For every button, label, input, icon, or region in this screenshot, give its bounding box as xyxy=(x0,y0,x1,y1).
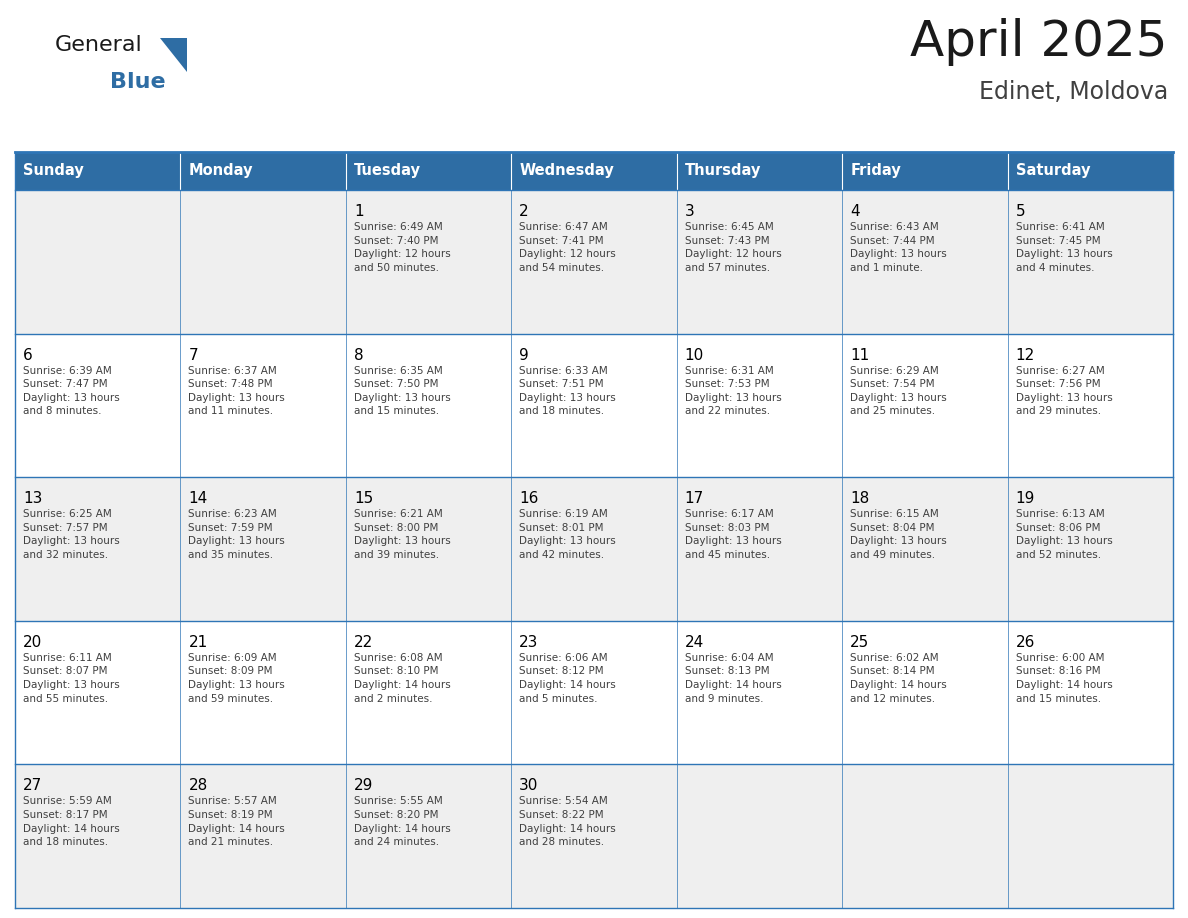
Text: 7: 7 xyxy=(189,348,198,363)
Text: Sunrise: 6:19 AM
Sunset: 8:01 PM
Daylight: 13 hours
and 42 minutes.: Sunrise: 6:19 AM Sunset: 8:01 PM Dayligh… xyxy=(519,509,617,560)
Text: Sunrise: 6:13 AM
Sunset: 8:06 PM
Daylight: 13 hours
and 52 minutes.: Sunrise: 6:13 AM Sunset: 8:06 PM Dayligh… xyxy=(1016,509,1112,560)
Bar xyxy=(181,152,346,190)
Text: Sunrise: 6:35 AM
Sunset: 7:50 PM
Daylight: 13 hours
and 15 minutes.: Sunrise: 6:35 AM Sunset: 7:50 PM Dayligh… xyxy=(354,365,450,417)
Text: 23: 23 xyxy=(519,635,538,650)
Text: Sunrise: 6:09 AM
Sunset: 8:09 PM
Daylight: 13 hours
and 59 minutes.: Sunrise: 6:09 AM Sunset: 8:09 PM Dayligh… xyxy=(189,653,285,703)
Text: Sunrise: 5:59 AM
Sunset: 8:17 PM
Daylight: 14 hours
and 18 minutes.: Sunrise: 5:59 AM Sunset: 8:17 PM Dayligh… xyxy=(23,797,120,847)
Text: Sunrise: 6:04 AM
Sunset: 8:13 PM
Daylight: 14 hours
and 9 minutes.: Sunrise: 6:04 AM Sunset: 8:13 PM Dayligh… xyxy=(684,653,782,703)
Text: Sunrise: 6:25 AM
Sunset: 7:57 PM
Daylight: 13 hours
and 32 minutes.: Sunrise: 6:25 AM Sunset: 7:57 PM Dayligh… xyxy=(23,509,120,560)
Text: Sunrise: 6:39 AM
Sunset: 7:47 PM
Daylight: 13 hours
and 8 minutes.: Sunrise: 6:39 AM Sunset: 7:47 PM Dayligh… xyxy=(23,365,120,417)
Text: Sunrise: 6:41 AM
Sunset: 7:45 PM
Daylight: 13 hours
and 4 minutes.: Sunrise: 6:41 AM Sunset: 7:45 PM Dayligh… xyxy=(1016,222,1112,273)
Text: 2: 2 xyxy=(519,204,529,219)
Text: Sunrise: 6:02 AM
Sunset: 8:14 PM
Daylight: 14 hours
and 12 minutes.: Sunrise: 6:02 AM Sunset: 8:14 PM Dayligh… xyxy=(851,653,947,703)
Text: Sunrise: 6:21 AM
Sunset: 8:00 PM
Daylight: 13 hours
and 39 minutes.: Sunrise: 6:21 AM Sunset: 8:00 PM Dayligh… xyxy=(354,509,450,560)
Text: 20: 20 xyxy=(23,635,43,650)
Text: Sunrise: 6:23 AM
Sunset: 7:59 PM
Daylight: 13 hours
and 35 minutes.: Sunrise: 6:23 AM Sunset: 7:59 PM Dayligh… xyxy=(189,509,285,560)
Text: Sunrise: 6:27 AM
Sunset: 7:56 PM
Daylight: 13 hours
and 29 minutes.: Sunrise: 6:27 AM Sunset: 7:56 PM Dayligh… xyxy=(1016,365,1112,417)
Text: 1: 1 xyxy=(354,204,364,219)
Text: Sunday: Sunday xyxy=(23,163,83,178)
Text: 9: 9 xyxy=(519,348,529,363)
Text: Edinet, Moldova: Edinet, Moldova xyxy=(979,80,1168,104)
Text: 15: 15 xyxy=(354,491,373,506)
Text: Sunrise: 6:47 AM
Sunset: 7:41 PM
Daylight: 12 hours
and 54 minutes.: Sunrise: 6:47 AM Sunset: 7:41 PM Dayligh… xyxy=(519,222,617,273)
Text: 21: 21 xyxy=(189,635,208,650)
Bar xyxy=(677,152,842,190)
Text: Sunrise: 6:45 AM
Sunset: 7:43 PM
Daylight: 12 hours
and 57 minutes.: Sunrise: 6:45 AM Sunset: 7:43 PM Dayligh… xyxy=(684,222,782,273)
Text: Blue: Blue xyxy=(110,72,165,92)
Bar xyxy=(15,190,1173,333)
Text: 26: 26 xyxy=(1016,635,1035,650)
Text: Sunrise: 6:33 AM
Sunset: 7:51 PM
Daylight: 13 hours
and 18 minutes.: Sunrise: 6:33 AM Sunset: 7:51 PM Dayligh… xyxy=(519,365,617,417)
Text: 28: 28 xyxy=(189,778,208,793)
Text: Saturday: Saturday xyxy=(1016,163,1091,178)
Text: 3: 3 xyxy=(684,204,695,219)
Text: Sunrise: 5:57 AM
Sunset: 8:19 PM
Daylight: 14 hours
and 21 minutes.: Sunrise: 5:57 AM Sunset: 8:19 PM Dayligh… xyxy=(189,797,285,847)
Text: Monday: Monday xyxy=(189,163,253,178)
Text: Sunrise: 6:11 AM
Sunset: 8:07 PM
Daylight: 13 hours
and 55 minutes.: Sunrise: 6:11 AM Sunset: 8:07 PM Dayligh… xyxy=(23,653,120,703)
Text: April 2025: April 2025 xyxy=(910,18,1168,66)
Text: 11: 11 xyxy=(851,348,870,363)
Bar xyxy=(1007,152,1173,190)
Bar xyxy=(15,765,1173,908)
Text: Thursday: Thursday xyxy=(684,163,762,178)
Text: 4: 4 xyxy=(851,204,860,219)
Text: 16: 16 xyxy=(519,491,538,506)
Text: Sunrise: 6:37 AM
Sunset: 7:48 PM
Daylight: 13 hours
and 11 minutes.: Sunrise: 6:37 AM Sunset: 7:48 PM Dayligh… xyxy=(189,365,285,417)
Text: General: General xyxy=(55,35,143,55)
Text: Sunrise: 6:15 AM
Sunset: 8:04 PM
Daylight: 13 hours
and 49 minutes.: Sunrise: 6:15 AM Sunset: 8:04 PM Dayligh… xyxy=(851,509,947,560)
Bar xyxy=(15,333,1173,477)
Text: Sunrise: 6:49 AM
Sunset: 7:40 PM
Daylight: 12 hours
and 50 minutes.: Sunrise: 6:49 AM Sunset: 7:40 PM Dayligh… xyxy=(354,222,450,273)
Text: Sunrise: 5:54 AM
Sunset: 8:22 PM
Daylight: 14 hours
and 28 minutes.: Sunrise: 5:54 AM Sunset: 8:22 PM Dayligh… xyxy=(519,797,617,847)
Text: Sunrise: 6:00 AM
Sunset: 8:16 PM
Daylight: 14 hours
and 15 minutes.: Sunrise: 6:00 AM Sunset: 8:16 PM Dayligh… xyxy=(1016,653,1112,703)
Text: 25: 25 xyxy=(851,635,870,650)
Text: 19: 19 xyxy=(1016,491,1035,506)
Bar xyxy=(346,152,511,190)
Text: Wednesday: Wednesday xyxy=(519,163,614,178)
Text: Tuesday: Tuesday xyxy=(354,163,421,178)
Text: 14: 14 xyxy=(189,491,208,506)
Text: Friday: Friday xyxy=(851,163,901,178)
Bar xyxy=(15,621,1173,765)
Text: Sunrise: 6:06 AM
Sunset: 8:12 PM
Daylight: 14 hours
and 5 minutes.: Sunrise: 6:06 AM Sunset: 8:12 PM Dayligh… xyxy=(519,653,617,703)
Text: 30: 30 xyxy=(519,778,538,793)
Text: 12: 12 xyxy=(1016,348,1035,363)
Polygon shape xyxy=(160,38,187,72)
Text: 18: 18 xyxy=(851,491,870,506)
Text: 24: 24 xyxy=(684,635,704,650)
Text: 13: 13 xyxy=(23,491,43,506)
Text: 27: 27 xyxy=(23,778,43,793)
Text: Sunrise: 6:17 AM
Sunset: 8:03 PM
Daylight: 13 hours
and 45 minutes.: Sunrise: 6:17 AM Sunset: 8:03 PM Dayligh… xyxy=(684,509,782,560)
Text: 6: 6 xyxy=(23,348,33,363)
Text: 17: 17 xyxy=(684,491,704,506)
Bar xyxy=(15,477,1173,621)
Text: 5: 5 xyxy=(1016,204,1025,219)
Text: Sunrise: 6:29 AM
Sunset: 7:54 PM
Daylight: 13 hours
and 25 minutes.: Sunrise: 6:29 AM Sunset: 7:54 PM Dayligh… xyxy=(851,365,947,417)
Text: Sunrise: 6:31 AM
Sunset: 7:53 PM
Daylight: 13 hours
and 22 minutes.: Sunrise: 6:31 AM Sunset: 7:53 PM Dayligh… xyxy=(684,365,782,417)
Bar xyxy=(842,152,1007,190)
Text: 10: 10 xyxy=(684,348,704,363)
Text: 22: 22 xyxy=(354,635,373,650)
Bar xyxy=(15,152,181,190)
Text: Sunrise: 5:55 AM
Sunset: 8:20 PM
Daylight: 14 hours
and 24 minutes.: Sunrise: 5:55 AM Sunset: 8:20 PM Dayligh… xyxy=(354,797,450,847)
Bar xyxy=(511,152,677,190)
Text: 29: 29 xyxy=(354,778,373,793)
Text: Sunrise: 6:43 AM
Sunset: 7:44 PM
Daylight: 13 hours
and 1 minute.: Sunrise: 6:43 AM Sunset: 7:44 PM Dayligh… xyxy=(851,222,947,273)
Text: 8: 8 xyxy=(354,348,364,363)
Text: Sunrise: 6:08 AM
Sunset: 8:10 PM
Daylight: 14 hours
and 2 minutes.: Sunrise: 6:08 AM Sunset: 8:10 PM Dayligh… xyxy=(354,653,450,703)
